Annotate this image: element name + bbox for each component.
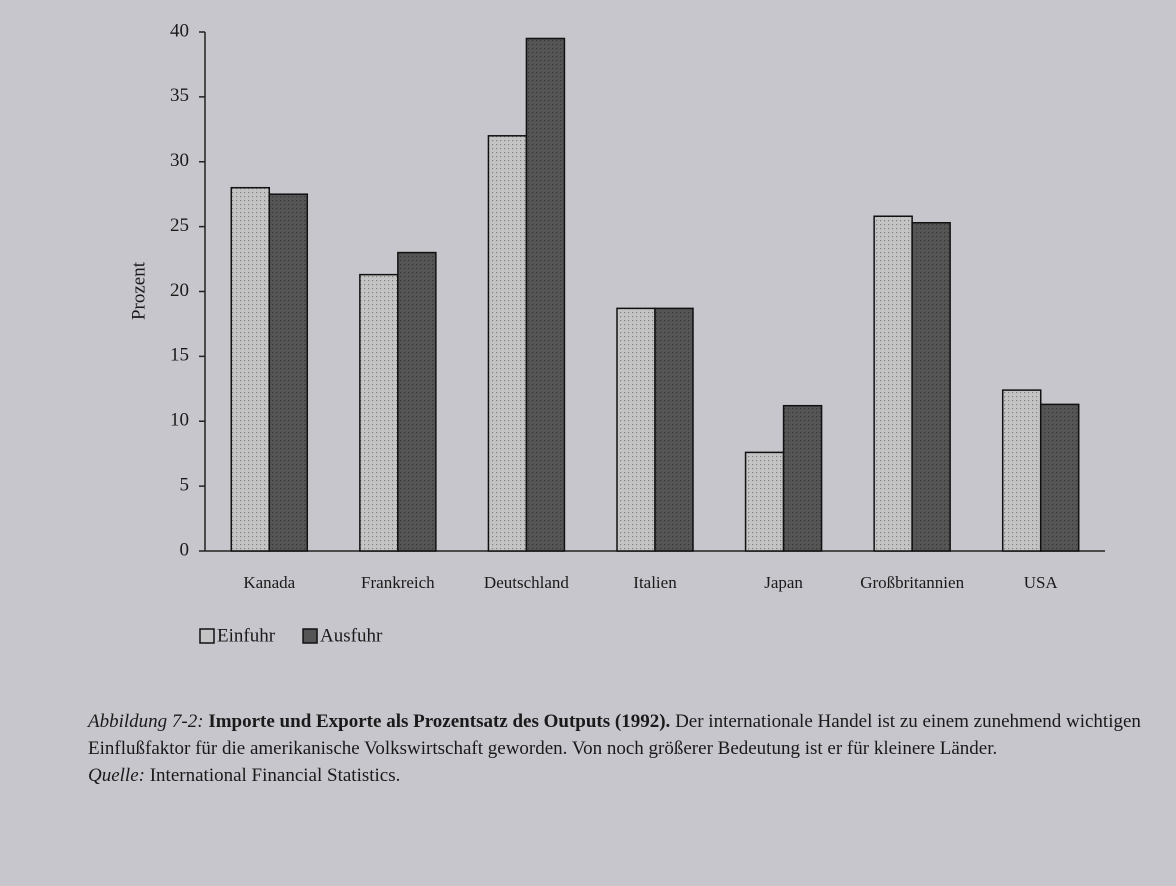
x-tick-label: Japan	[764, 573, 803, 592]
y-tick-label: 10	[170, 410, 189, 431]
legend-swatch	[200, 629, 214, 643]
y-axis-label: Prozent	[128, 261, 149, 320]
bar	[655, 308, 693, 551]
legend-swatch	[303, 629, 317, 643]
x-tick-label: Frankreich	[361, 573, 435, 592]
bar	[1003, 390, 1041, 551]
bar	[746, 452, 784, 551]
y-tick-label: 25	[170, 215, 189, 236]
bar	[360, 275, 398, 551]
source-label: Quelle:	[88, 765, 145, 786]
caption: Abbildung 7-2: Importe und Exporte als P…	[88, 708, 1148, 789]
bar	[398, 253, 436, 551]
y-tick-label: 40	[170, 20, 189, 41]
caption-label: Abbildung 7-2:	[88, 711, 204, 732]
bar	[912, 223, 950, 551]
x-tick-label: Italien	[633, 573, 677, 592]
bar	[269, 194, 307, 551]
bar	[526, 38, 564, 551]
x-tick-label: Deutschland	[484, 573, 569, 592]
y-tick-label: 0	[180, 539, 190, 560]
bar	[1041, 404, 1079, 551]
page: Prozent 0 5 10 15 20 25 30 35 40 Kanada Frankreich…	[0, 0, 1176, 886]
chart: Prozent 0 5 10 15 20 25 30 35 40 Kanada Frankreich…	[0, 0, 1176, 700]
y-tick-label: 30	[170, 150, 189, 171]
bar	[617, 308, 655, 551]
caption-title: Importe und Exporte als Prozentsatz des …	[208, 711, 670, 732]
y-tick-label: 15	[170, 345, 189, 366]
bar	[784, 406, 822, 551]
bar	[874, 216, 912, 551]
x-tick-label: USA	[1024, 573, 1059, 592]
legend-label: Einfuhr	[217, 625, 276, 646]
y-tick-label: 35	[170, 85, 189, 106]
source: International Financial Statistics.	[150, 765, 401, 786]
bar	[231, 188, 269, 551]
y-tick-label: 20	[170, 280, 189, 301]
y-tick-label: 5	[180, 474, 190, 495]
bar	[488, 136, 526, 551]
legend-label: Ausfuhr	[320, 625, 383, 646]
x-tick-label: Großbritannien	[860, 573, 964, 592]
x-tick-label: Kanada	[243, 573, 295, 592]
